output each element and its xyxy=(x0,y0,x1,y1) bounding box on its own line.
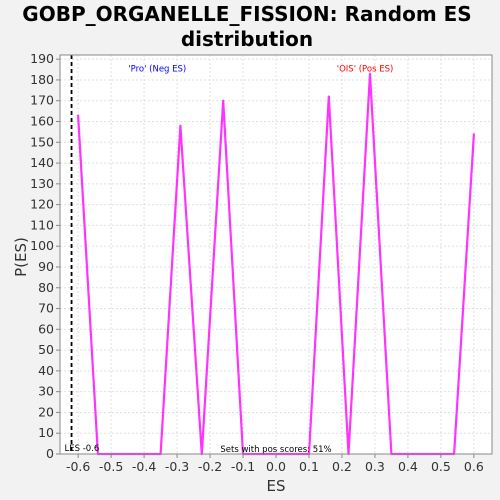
x-tick-label: 0.5 xyxy=(431,459,451,474)
x-tick-label: 0.3 xyxy=(365,459,385,474)
chart-title-line-2: distribution xyxy=(181,27,313,51)
y-tick-label: 20 xyxy=(38,404,54,419)
x-tick-label: -0.5 xyxy=(99,459,123,474)
data-point xyxy=(369,72,371,75)
data-point xyxy=(222,99,225,102)
x-axis-label: ES xyxy=(267,477,286,495)
y-tick-label: 50 xyxy=(38,342,54,357)
y-tick-label: 150 xyxy=(30,134,54,149)
y-tick-label: 30 xyxy=(38,384,54,399)
y-tick-label: 80 xyxy=(38,280,54,295)
y-tick-label: 170 xyxy=(30,93,54,108)
x-tick-label: -0.3 xyxy=(165,459,189,474)
annotation-layer: 'Pro' (Neg ES) 'OIS' (Pos ES) Sets with po… xyxy=(128,65,393,455)
data-point xyxy=(179,124,182,127)
les-label: LES -0.6 xyxy=(65,444,100,454)
x-tick-label: 0.6 xyxy=(464,459,484,474)
y-axis-label: P(ES) xyxy=(12,237,30,277)
y-tick-label: 10 xyxy=(38,425,54,440)
chart-title-line-1: GOBP_ORGANELLE_FISSION: Random ES xyxy=(22,2,471,26)
x-tick-label: -0.1 xyxy=(231,459,255,474)
y-tick-label: 180 xyxy=(30,72,54,87)
y-tick-label: 130 xyxy=(30,176,54,191)
annotation-label: 'Pro' (Neg ES) xyxy=(128,65,186,75)
data-point xyxy=(472,133,475,135)
y-tick-label: 70 xyxy=(38,301,54,316)
reference-line-layer: LES -0.6 xyxy=(65,55,100,454)
x-tick-label: 0.2 xyxy=(332,459,352,474)
x-tick-label: -0.2 xyxy=(198,459,222,474)
y-tick-label: 110 xyxy=(30,217,54,232)
data-point xyxy=(77,114,80,117)
y-tick-label: 140 xyxy=(30,155,54,170)
y-tick-label: 120 xyxy=(30,197,54,212)
y-tick-label: 0 xyxy=(46,446,54,461)
plot-area xyxy=(60,55,492,454)
y-tick-label: 90 xyxy=(38,259,54,274)
x-tick-label: 0.1 xyxy=(299,459,319,474)
y-tick-label: 100 xyxy=(30,238,54,253)
y-tick-label: 190 xyxy=(30,51,54,66)
y-tick-label: 160 xyxy=(30,114,54,129)
y-tick-label: 40 xyxy=(38,363,54,378)
x-tick-label: -0.6 xyxy=(66,459,90,474)
data-point xyxy=(327,95,330,98)
y-tick-label: 60 xyxy=(38,321,54,336)
annotation-label: Sets with pos scores: 51% xyxy=(220,445,331,455)
annotation-label: 'OIS' (Pos ES) xyxy=(337,65,394,75)
x-tick-label: 0.4 xyxy=(398,459,418,474)
x-tick-label: -0.4 xyxy=(132,459,156,474)
x-tick-label: 0.0 xyxy=(266,459,286,474)
tick-layer: -0.6 -0.5 -0.4 -0.3 -0.2 -0.1 0.0 0.1 0.2 0.3 0.4 0… xyxy=(30,51,484,474)
